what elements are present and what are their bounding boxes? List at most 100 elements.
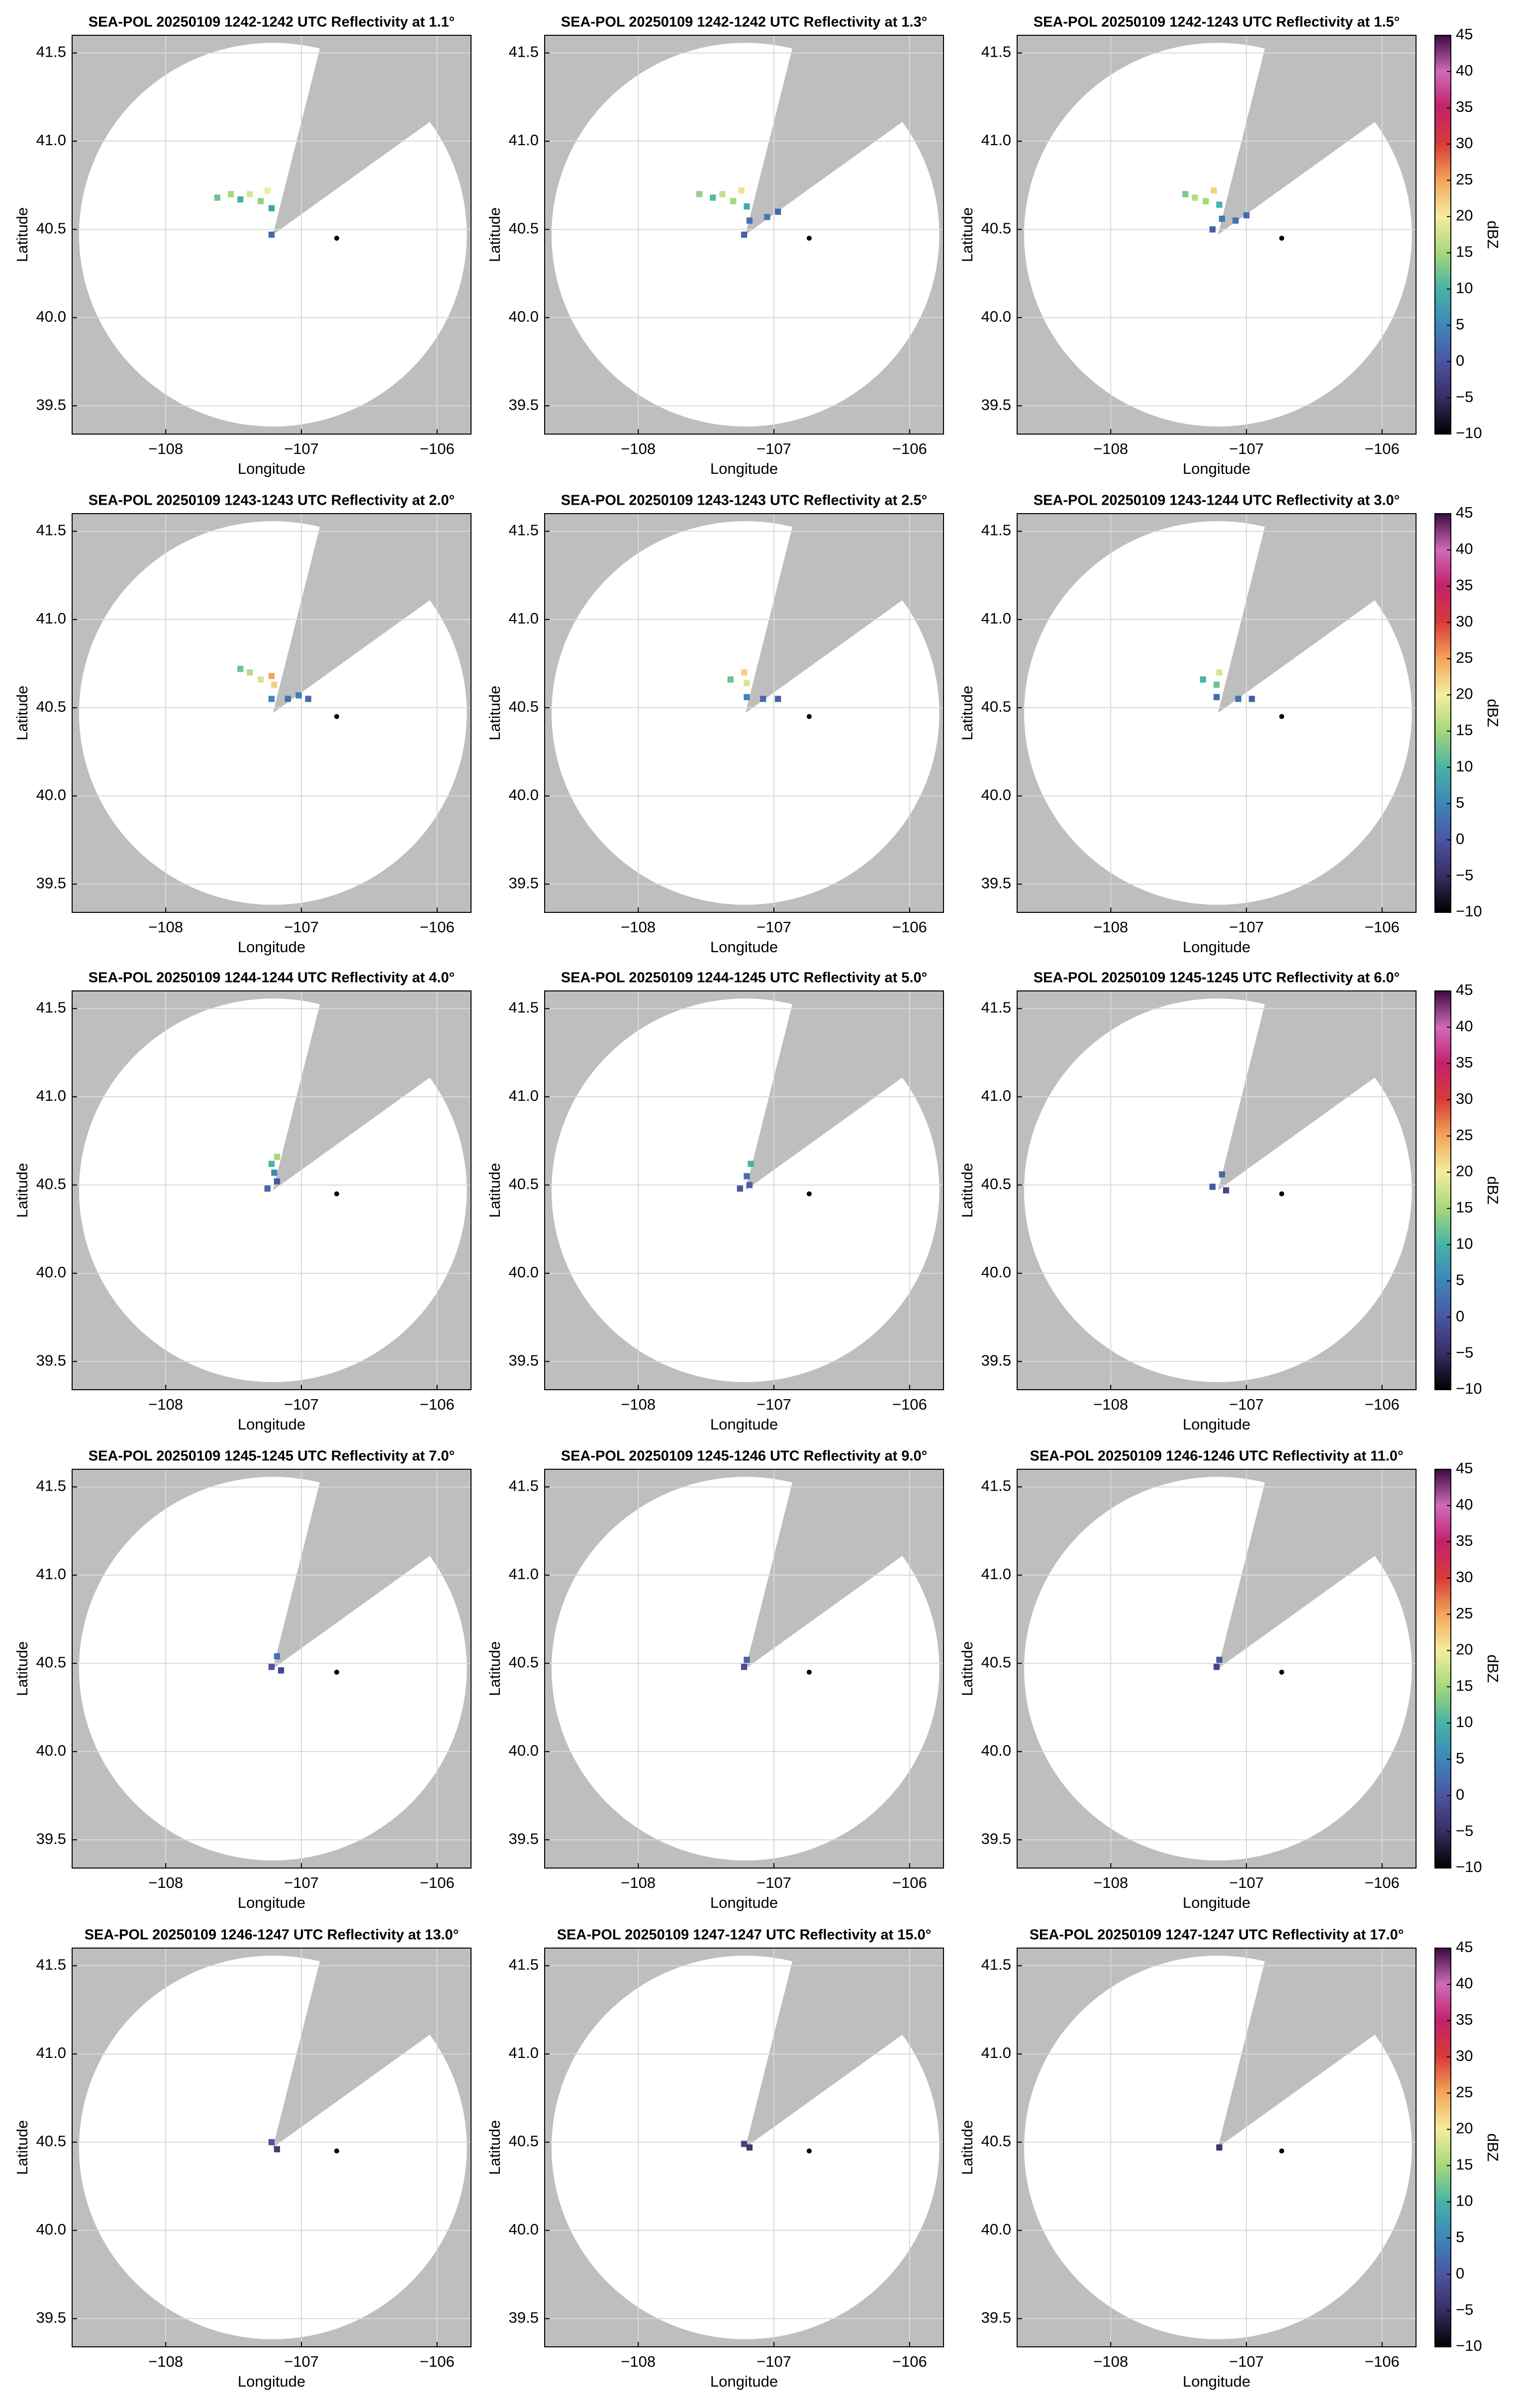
- echo: [284, 696, 291, 702]
- title: SEA-POL 20250109 1243-1244 UTC Reflectiv…: [1034, 493, 1400, 509]
- y-tick-label: 39.5: [509, 2309, 539, 2326]
- title: SEA-POL 20250109 1246-1247 UTC Reflectiv…: [85, 1927, 459, 1943]
- echo: [237, 196, 244, 203]
- title: SEA-POL 20250109 1242-1243 UTC Reflectiv…: [1034, 14, 1400, 30]
- radar-coverage: [1024, 521, 1412, 905]
- echo: [268, 205, 275, 211]
- x-tick-label: −108: [148, 1874, 183, 1891]
- y-tick-label: 40.5: [981, 1175, 1011, 1193]
- colorbar-tick-label: 15: [1456, 2156, 1473, 2173]
- x-axis-label: Longitude: [238, 2373, 305, 2390]
- echo: [214, 194, 221, 201]
- x-tick-label: −106: [1365, 918, 1400, 936]
- y-tick-label: 39.5: [509, 874, 539, 892]
- colorbar-tick-label: −5: [1456, 1343, 1473, 1361]
- site-marker: [1279, 1191, 1284, 1197]
- y-tick-label: 40.0: [36, 1742, 66, 1759]
- y-tick-label: 41.5: [981, 999, 1011, 1016]
- x-tick-label: −107: [757, 2353, 791, 2370]
- echo: [719, 191, 726, 197]
- axes-frame: [544, 1469, 944, 1869]
- echo: [1216, 669, 1223, 676]
- y-tick-label: 40.5: [36, 220, 66, 237]
- echo: [274, 1154, 281, 1160]
- y-tick-label: 41.0: [981, 1565, 1011, 1583]
- echo: [741, 2140, 748, 2147]
- x-tick-label: −107: [284, 440, 319, 457]
- y-tick-label: 40.0: [981, 2221, 1011, 2238]
- radar-coverage: [551, 1956, 940, 2339]
- y-tick-label: 41.0: [981, 2044, 1011, 2061]
- y-axis-label: Latitude: [486, 686, 503, 740]
- x-axis-label: Longitude: [1183, 1416, 1250, 1433]
- site-marker: [334, 2148, 339, 2154]
- colorbar-tick-label: 20: [1456, 1162, 1473, 1180]
- colorbar-tick-label: 40: [1456, 540, 1473, 557]
- radar-coverage: [551, 998, 940, 1382]
- x-tick-label: −106: [420, 918, 455, 936]
- echo: [760, 696, 766, 702]
- axes-frame: [1017, 1469, 1417, 1869]
- y-tick-label: 40.0: [36, 786, 66, 803]
- panel: −108 −107 −106 39.5 40.0 40.5 41.0 41.5 SEA-POL …: [486, 1927, 944, 2390]
- colorbar-tick-label: −5: [1456, 866, 1473, 884]
- site-marker: [1279, 714, 1284, 719]
- x-tick-label: −108: [1093, 1396, 1128, 1413]
- echo: [1243, 212, 1250, 219]
- radar-coverage: [551, 521, 940, 905]
- y-tick-label: 39.5: [509, 1830, 539, 1847]
- y-tick-label: 39.5: [36, 2309, 66, 2326]
- colorbar-tick-label: −5: [1456, 388, 1473, 405]
- x-tick-label: −107: [757, 918, 791, 936]
- y-tick-label: 39.5: [981, 1351, 1011, 1369]
- radar-coverage: [79, 998, 467, 1382]
- y-axis-label: Latitude: [486, 2120, 503, 2175]
- colorbar-label: dBZ: [1484, 1655, 1502, 1683]
- colorbar-tick-label: 0: [1456, 830, 1464, 847]
- y-tick-label: 41.0: [981, 1087, 1011, 1104]
- echo: [1232, 217, 1239, 224]
- radar-coverage: [79, 1956, 467, 2339]
- x-tick-label: −106: [1365, 2353, 1400, 2370]
- panel: −108 −107 −106 39.5 40.0 40.5 41.0 41.5 SEA-POL …: [13, 970, 472, 1433]
- axes-frame: [72, 990, 472, 1390]
- y-tick-label: 41.5: [509, 1477, 539, 1495]
- y-tick-label: 40.0: [36, 2221, 66, 2238]
- colorbar-tick-label: 35: [1456, 2011, 1473, 2028]
- echo: [727, 676, 734, 683]
- echo: [730, 198, 737, 204]
- colorbar-tick-label: 40: [1456, 1496, 1473, 1513]
- colorbar-tick-label: 30: [1456, 2047, 1473, 2064]
- site-marker: [1279, 2148, 1284, 2154]
- y-axis-label: Latitude: [486, 1163, 503, 1218]
- y-tick-label: 40.5: [36, 1654, 66, 1671]
- colorbar-tick-label: 20: [1456, 2120, 1473, 2137]
- y-tick-label: 40.5: [981, 220, 1011, 237]
- x-tick-label: −107: [1229, 1396, 1264, 1413]
- x-tick-label: −108: [1093, 1874, 1128, 1891]
- colorbar-tick-label: 30: [1456, 613, 1473, 630]
- y-tick-label: 40.5: [509, 1175, 539, 1193]
- site-marker: [334, 236, 339, 241]
- y-axis-label: Latitude: [13, 1163, 31, 1218]
- y-tick-label: 40.0: [509, 308, 539, 325]
- colorbar-tick-label: 0: [1456, 1785, 1464, 1803]
- echo: [1211, 187, 1217, 194]
- y-axis-label: Latitude: [958, 2120, 976, 2175]
- echo: [741, 669, 748, 676]
- y-tick-label: 40.0: [981, 1742, 1011, 1759]
- x-tick-label: −108: [621, 440, 656, 457]
- colorbar-label: dBZ: [1484, 2134, 1502, 2162]
- y-tick-label: 40.5: [36, 698, 66, 715]
- x-tick-label: −106: [1365, 440, 1400, 457]
- y-tick-label: 39.5: [981, 2309, 1011, 2326]
- y-tick-label: 39.5: [981, 396, 1011, 413]
- title: SEA-POL 20250109 1243-1243 UTC Reflectiv…: [561, 493, 927, 509]
- x-tick-label: −107: [757, 1874, 791, 1891]
- y-axis-label: Latitude: [958, 207, 976, 262]
- y-tick-label: 40.5: [981, 2133, 1011, 2150]
- title: SEA-POL 20250109 1247-1247 UTC Reflectiv…: [1030, 1927, 1404, 1943]
- echo: [744, 203, 750, 210]
